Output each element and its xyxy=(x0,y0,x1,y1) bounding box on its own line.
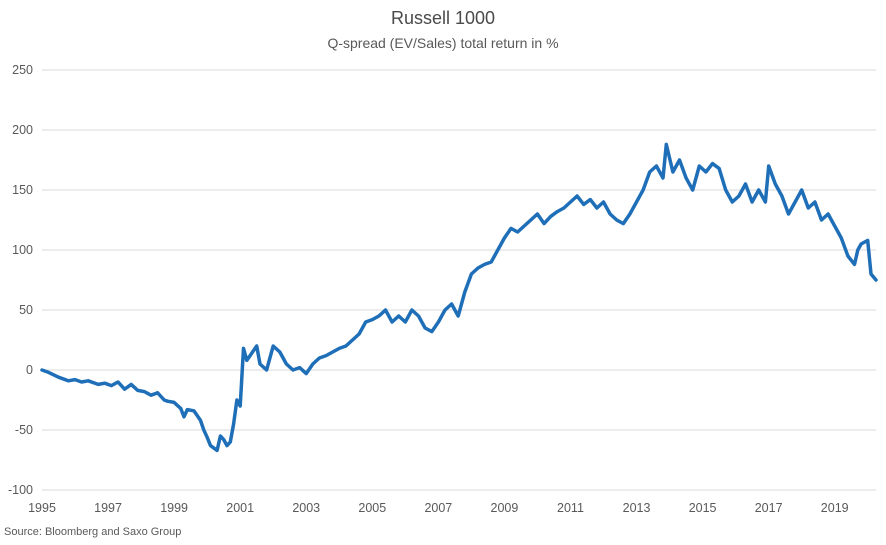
y-tick-label: 0 xyxy=(26,363,33,377)
x-tick-label: 2005 xyxy=(358,501,386,515)
y-tick-label: 150 xyxy=(12,183,33,197)
chart-subtitle: Q-spread (EV/Sales) total return in % xyxy=(327,35,559,51)
source-note: Source: Bloomberg and Saxo Group xyxy=(4,526,182,538)
x-tick-label: 2017 xyxy=(755,501,783,515)
series-line xyxy=(40,142,878,453)
x-tick-label: 1997 xyxy=(94,501,122,515)
y-tick-label: 100 xyxy=(12,243,33,257)
x-tick-label: 2007 xyxy=(424,501,452,515)
y-tick-label: -100 xyxy=(8,483,33,497)
y-tick-label: 250 xyxy=(12,63,33,77)
x-tick-label: 1999 xyxy=(160,501,188,515)
x-axis-ticks: 1995 1997 1999 2001 2003 2005 2007 2009 2011 2013… xyxy=(28,501,849,515)
x-tick-label: 2019 xyxy=(821,501,849,515)
chart-title: Russell 1000 xyxy=(390,8,496,28)
series-group xyxy=(40,142,878,453)
y-tick-label: 50 xyxy=(19,303,33,317)
x-tick-label: 2003 xyxy=(292,501,320,515)
y-tick-label: -50 xyxy=(15,423,33,437)
x-tick-label: 2013 xyxy=(623,501,651,515)
y-axis-ticks: 250 200 150 100 50 0 -50 -100 xyxy=(8,63,33,497)
x-tick-label: 2015 xyxy=(689,501,717,515)
x-tick-label: 2009 xyxy=(491,501,519,515)
x-tick-label: 1995 xyxy=(28,501,56,515)
x-tick-label: 2001 xyxy=(226,501,254,515)
gridlines xyxy=(42,69,876,491)
y-tick-label: 200 xyxy=(12,123,33,137)
x-tick-label: 2011 xyxy=(557,501,584,515)
